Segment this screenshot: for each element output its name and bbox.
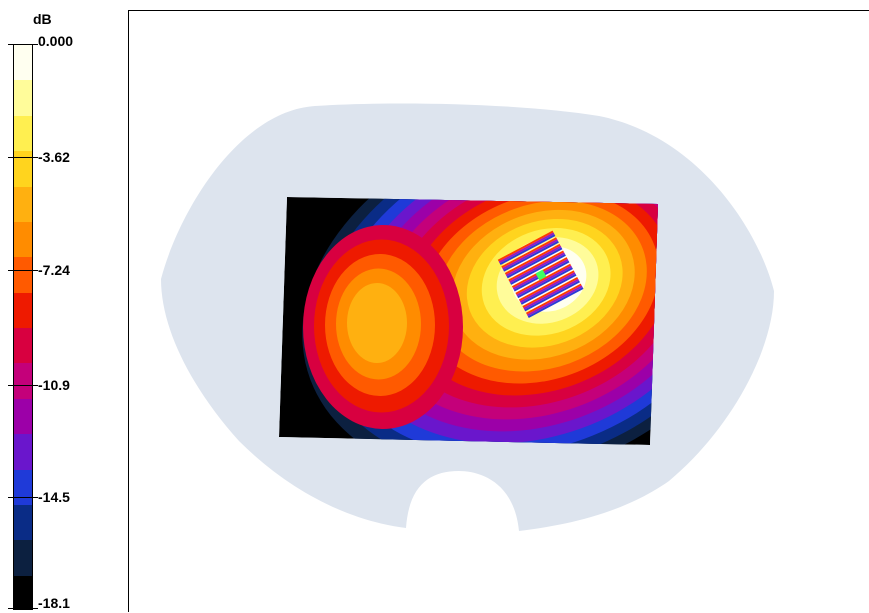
array-stripe xyxy=(526,285,583,317)
colorbar-tick-label: -7.24 xyxy=(38,262,70,279)
colorbar-segment xyxy=(14,186,32,223)
colorbar-segment xyxy=(14,469,32,506)
colorbar-segment xyxy=(14,115,32,153)
array-stripe xyxy=(506,247,563,279)
array-stripe xyxy=(522,277,579,308)
array-stripe xyxy=(525,283,582,315)
colorbar-segment xyxy=(14,540,32,577)
source-array xyxy=(497,230,584,319)
colorbar-segment xyxy=(14,398,32,436)
colorbar-tick xyxy=(8,384,38,386)
colorbar-segment xyxy=(14,363,32,400)
colorbar-tick-label: -3.62 xyxy=(38,149,70,166)
contour-secondary xyxy=(347,283,407,363)
array-stripe xyxy=(515,263,572,295)
array-center-marker xyxy=(535,269,547,281)
array-stripe xyxy=(518,270,575,302)
colorbar-segment xyxy=(14,151,32,188)
colorbar-segment xyxy=(14,292,32,329)
array-stripe xyxy=(508,250,565,282)
colorbar-segment xyxy=(14,221,32,259)
colorbar xyxy=(13,44,33,610)
colorbar-segment xyxy=(14,257,32,294)
array-stripe xyxy=(520,273,577,305)
array-stripe xyxy=(519,272,576,304)
array-stripe xyxy=(498,232,555,264)
colorbar-tick-label: -10.9 xyxy=(38,376,70,393)
colorbar-segment xyxy=(14,504,32,542)
array-stripe xyxy=(510,254,566,285)
colorbar-tick xyxy=(8,608,38,609)
array-stripe xyxy=(527,287,584,319)
array-stripe xyxy=(503,240,559,272)
array-stripe xyxy=(497,230,554,262)
colorbar-unit-label: dB xyxy=(33,11,52,27)
array-stripe xyxy=(501,237,557,269)
colorbar-tick-label: -18.1 xyxy=(38,595,70,611)
colorbar-segment xyxy=(14,80,32,117)
array-stripe xyxy=(517,267,573,299)
colorbar-legend: dB 0.000 -3.62 -7.24 -10.9 -14.5 -18.1 xyxy=(0,0,120,610)
colorbar-tick xyxy=(8,497,38,499)
array-stripe xyxy=(509,252,565,284)
array-stripe xyxy=(523,278,580,310)
plot-area xyxy=(128,10,869,612)
heatmap-plot xyxy=(161,103,774,531)
array-stripe xyxy=(499,234,556,266)
colorbar-segment xyxy=(14,434,32,471)
colorbar-tick-label: 0.000 xyxy=(38,33,74,49)
array-stripe xyxy=(505,245,562,277)
colorbar-tick xyxy=(8,270,38,272)
array-stripe xyxy=(502,239,558,270)
array-stripe xyxy=(524,280,580,312)
array-elements xyxy=(497,230,584,319)
array-stripe xyxy=(504,243,561,275)
colorbar-segment xyxy=(14,575,32,609)
array-stripe xyxy=(516,265,573,297)
colorbar-tick xyxy=(8,157,38,159)
colorbar-segment xyxy=(14,328,32,365)
colorbar-tick-label: -14.5 xyxy=(38,489,70,506)
colorbar-segment xyxy=(14,45,32,82)
colorbar-tick xyxy=(8,44,38,45)
